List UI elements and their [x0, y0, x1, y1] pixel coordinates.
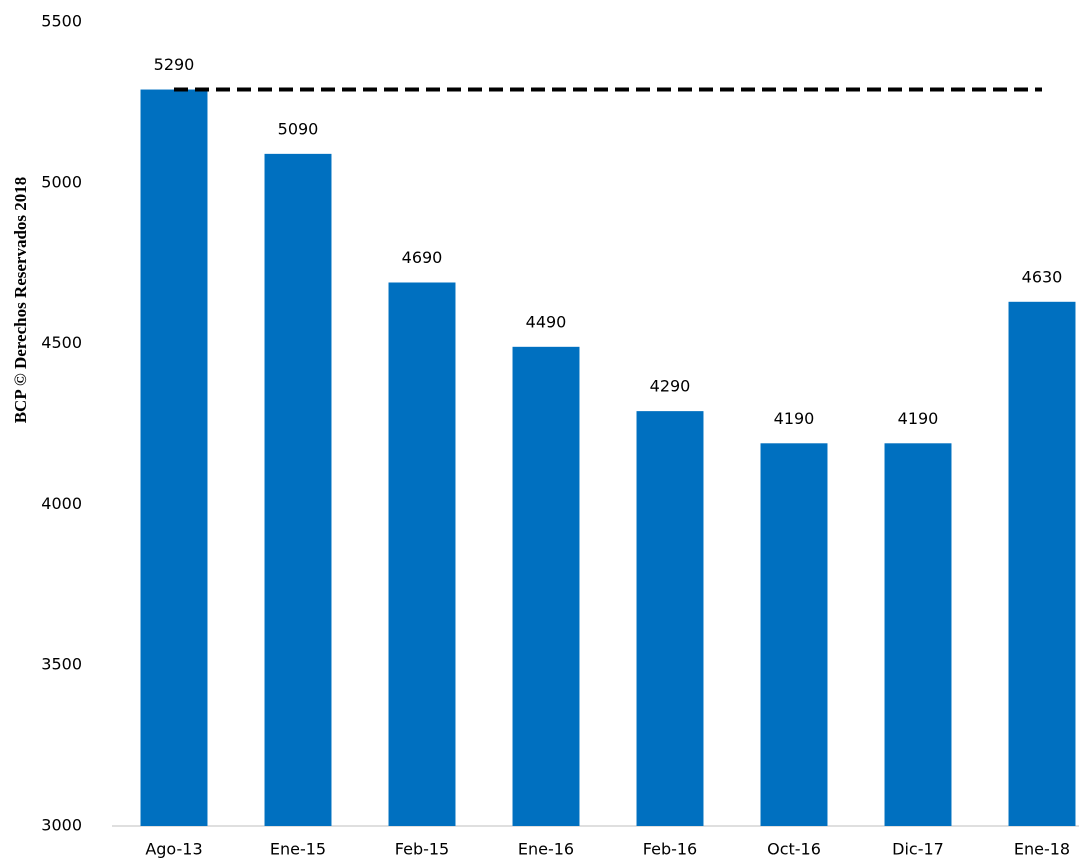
value-label: 4190 — [898, 409, 939, 428]
y-tick-label: 3000 — [41, 816, 82, 835]
x-tick-label: Feb-16 — [643, 840, 697, 859]
bar — [264, 153, 332, 826]
bar — [388, 282, 456, 827]
y-tick-label: 4000 — [41, 494, 82, 513]
bar — [636, 411, 704, 826]
value-label: 4490 — [526, 312, 567, 331]
x-tick-label: Ago-13 — [145, 840, 202, 859]
y-tick-label: 5500 — [41, 12, 82, 31]
value-label: 4690 — [402, 248, 443, 267]
x-tick-label: Ene-15 — [270, 840, 326, 859]
value-label: 4290 — [650, 377, 691, 396]
bar — [884, 443, 952, 826]
y-tick-label: 5000 — [41, 172, 82, 191]
x-tick-label: Dic-17 — [892, 840, 944, 859]
bar — [760, 443, 828, 826]
y-tick-label: 3500 — [41, 655, 82, 674]
value-label: 5290 — [154, 55, 195, 74]
x-tick-label: Oct-16 — [767, 840, 821, 859]
value-label: 5090 — [278, 119, 319, 138]
bar — [140, 89, 208, 826]
y-axis-label: BCP © Derechos Reservados 2018 — [11, 177, 30, 424]
value-label: 4630 — [1022, 267, 1063, 286]
y-tick-label: 4500 — [41, 333, 82, 352]
bar — [512, 346, 580, 826]
x-tick-label: Ene-16 — [518, 840, 574, 859]
value-label: 4190 — [774, 409, 815, 428]
x-tick-label: Feb-15 — [395, 840, 449, 859]
bar — [1008, 301, 1076, 826]
x-tick-label: Ene-18 — [1014, 840, 1070, 859]
